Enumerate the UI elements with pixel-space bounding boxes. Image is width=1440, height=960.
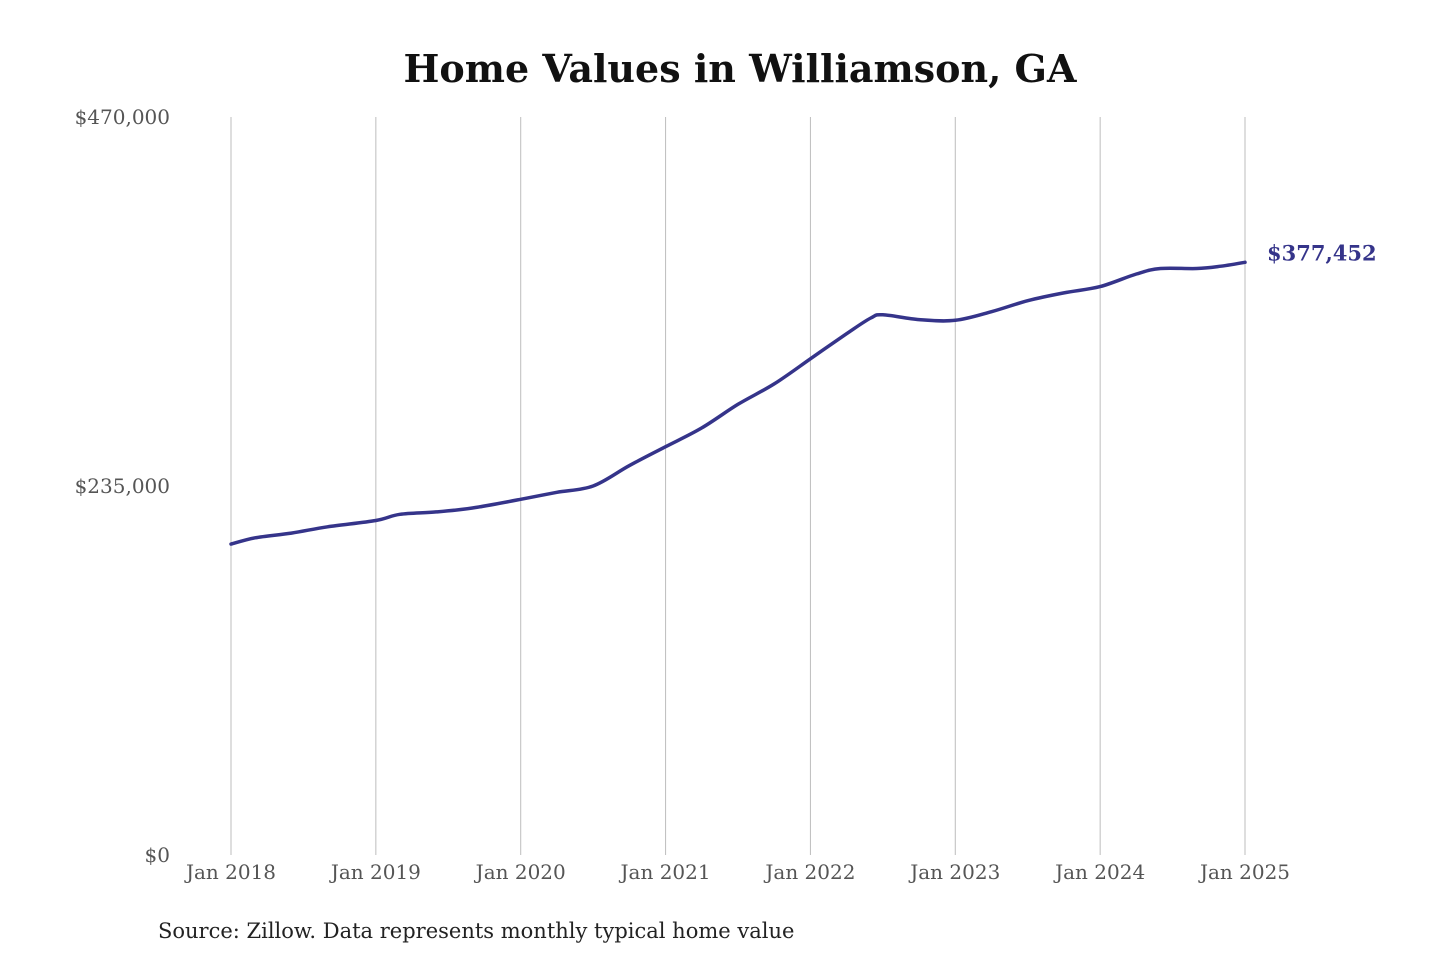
x-tick-label: Jan 2025	[1198, 860, 1290, 884]
x-tick-label: Jan 2024	[1053, 860, 1145, 884]
x-tick-label: Jan 2021	[619, 860, 711, 884]
x-tick-label: Jan 2023	[908, 860, 1000, 884]
series-layer: $377,452	[229, 240, 1377, 546]
x-tick-label: Jan 2020	[474, 860, 566, 884]
x-tick-label: Jan 2022	[763, 860, 855, 884]
x-axis-ticks: Jan 2018 Jan 2019 Jan 2020 Jan 2021 Jan 2022…	[184, 860, 1290, 884]
y-tick-label: $0	[145, 843, 170, 867]
y-tick-label: $235,000	[75, 474, 170, 498]
x-tick-label: Jan 2019	[329, 860, 421, 884]
y-axis-ticks: $0 $235,000 $470,000	[75, 105, 170, 867]
y-tick-label: $470,000	[75, 105, 170, 129]
x-tick-label: Jan 2018	[184, 860, 276, 884]
grid-lines	[230, 117, 1246, 855]
source-note: Source: Zillow. Data represents monthly …	[158, 919, 794, 943]
chart-title: Home Values in Williamson, GA	[404, 46, 1077, 91]
end-value-label: $377,452	[1267, 240, 1377, 265]
series-line	[229, 260, 1247, 546]
